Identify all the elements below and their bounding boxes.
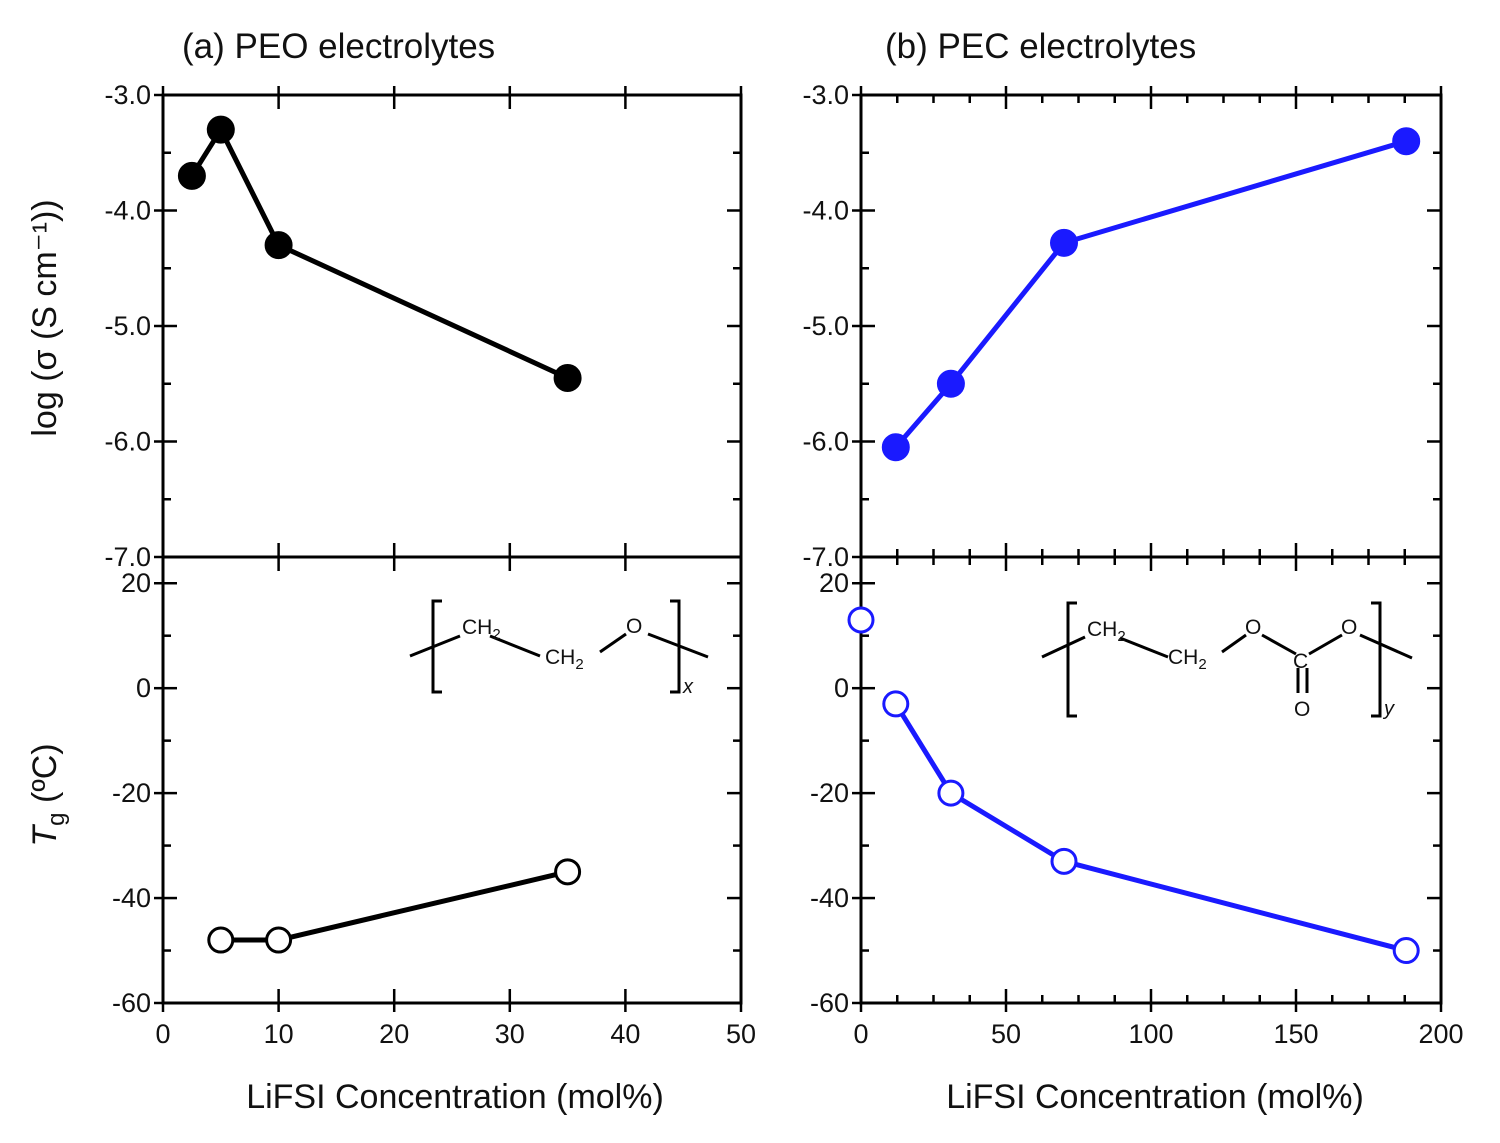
x-axis-label-a: LiFSI Concentration (mol%) [246,1078,664,1116]
panel-b-title: (b) PEC electrolytes [885,27,1196,66]
chart-pec-conductivity: -3.0 -4.0 -5.0 -6.0 -7.0 [802,80,1443,572]
peo-oxygen: O [626,615,642,638]
data-point [554,858,582,886]
x-tick-label: 0 [853,1019,868,1049]
plot-frame [859,93,1443,559]
data-point [265,926,293,954]
y-tick-label: -60 [810,988,849,1018]
y-tick-label: -60 [112,988,151,1018]
data-point [207,926,235,954]
y-axis-label-tg-unit: (ºC) [26,743,64,812]
chart-peo-conductivity: -3.0 -4.0 -5.0 -6.0 -7.0 [104,80,743,572]
series-line [893,138,1407,449]
y-tick-label: -7.0 [802,542,849,572]
y-tick-label: -5.0 [802,311,849,341]
pec-repeat-index: y [1382,698,1395,720]
y-tick-label: -40 [810,883,849,913]
data-point [177,161,206,190]
data-point [936,369,965,398]
series-line [189,127,569,381]
data-point [264,231,293,260]
data-point [206,115,235,144]
x-tick-label: 150 [1273,1019,1318,1049]
y-tick-label: -6.0 [802,427,849,457]
y-tick-label: -6.0 [104,427,151,457]
x-tick-label: 50 [991,1019,1021,1049]
data-point [1050,228,1078,257]
y-tick-label: 20 [121,568,151,598]
chart-pec-tg: 200-20-40-600 50 100 150 200 [810,555,1464,1049]
y-tick-label: -20 [112,778,151,808]
x-axis-label-b: LiFSI Concentration (mol%) [946,1078,1364,1116]
peo-ch2-b: CH2 [545,646,584,673]
data-point [1050,847,1078,875]
x-tick-label: 200 [1418,1019,1463,1049]
data-point [882,690,910,718]
x-tick-label: 10 [264,1019,294,1049]
y-tick-label: 0 [834,673,849,703]
y-tick-label: -4.0 [104,196,151,226]
pec-oxygen-1: O [1245,616,1261,639]
data-point [881,433,910,462]
y-tick-label: 20 [819,568,849,598]
y-axis-label-conductivity: log (σ (S cm⁻¹)) [26,199,64,436]
data-point [937,779,965,807]
y-tick-label: -3.0 [802,80,849,110]
y-axis-label-tg: Tg (ºC) [26,743,70,846]
pec-ch2-b: CH2 [1168,646,1207,673]
pec-carbonyl-oxygen: O [1294,698,1310,721]
x-tick-label: 40 [610,1019,640,1049]
data-point [1392,937,1420,965]
peo-repeat-index: x [682,676,694,698]
x-tick-label: 100 [1128,1019,1173,1049]
y-axis-label-tg-subscript: g [43,812,70,825]
y-axis-label-tg-symbol: T [26,824,64,847]
data-point [1392,127,1421,156]
pec-oxygen-2: O [1341,616,1357,639]
y-tick-label: 0 [136,673,151,703]
x-tick-label: 50 [726,1019,756,1049]
y-tick-label: -7.0 [104,542,151,572]
panel-a-title: (a) PEO electrolytes [182,27,495,66]
x-tick-label: 0 [155,1019,170,1049]
y-tick-label: -3.0 [104,80,151,110]
pec-structure: CH2 CH2 O C O O y [1041,601,1413,721]
plot-frame [161,555,743,1005]
peo-ch2-a: CH2 [462,616,501,643]
y-tick-label: -5.0 [104,311,151,341]
x-tick-label: 30 [495,1019,525,1049]
pec-ch2-a: CH2 [1087,618,1126,645]
chart-peo-tg: 200-20-40-600 10 20 30 40 50 [112,555,756,1049]
pec-carbonyl-carbon: C [1293,650,1308,673]
y-tick-label: -4.0 [802,196,849,226]
peo-structure: CH2 CH2 O x [409,599,709,698]
x-tick-label: 20 [379,1019,409,1049]
data-point [553,363,582,392]
y-tick-label: -20 [810,778,849,808]
series-line [893,702,1407,953]
data-point [847,606,875,634]
y-tick-label: -40 [112,883,151,913]
